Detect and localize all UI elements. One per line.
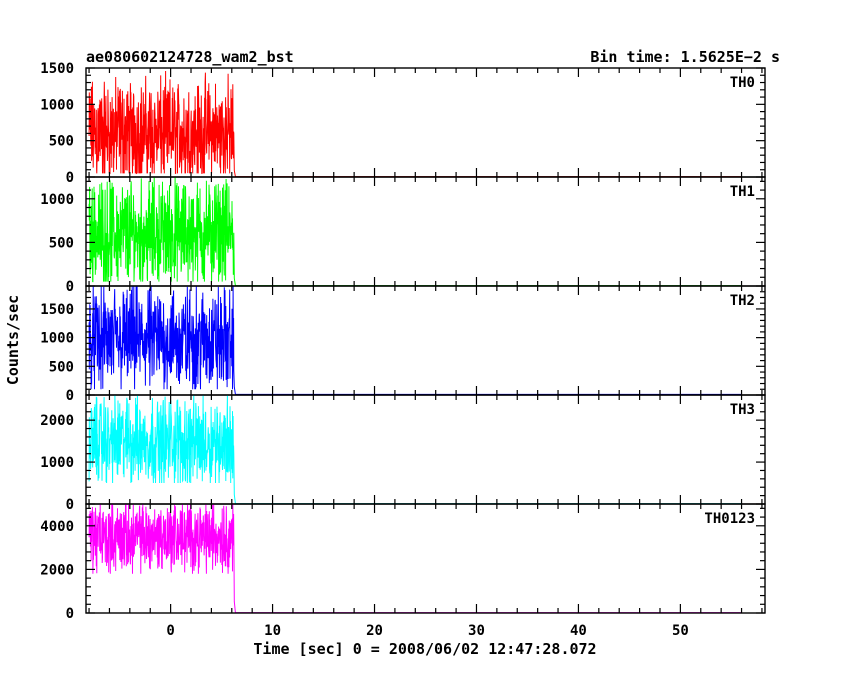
y-tick-label: 1000 xyxy=(40,331,74,347)
x-tick-label: 40 xyxy=(570,623,587,639)
panel-label-th0: TH0 xyxy=(730,75,755,91)
x-axis-label: Time [sec] 0 = 2008/06/02 12:47:28.072 xyxy=(253,640,596,658)
y-tick-label: 0 xyxy=(66,279,74,295)
y-tick-label: 500 xyxy=(49,235,74,251)
y-tick-label: 0 xyxy=(66,388,74,404)
x-tick-label: 10 xyxy=(264,623,281,639)
y-tick-label: 500 xyxy=(49,134,74,150)
y-tick-label: 1000 xyxy=(40,455,74,471)
y-tick-label: 0 xyxy=(66,606,74,622)
y-tick-label: 2000 xyxy=(40,413,74,429)
series-th0123 xyxy=(88,503,742,614)
x-tick-label: 20 xyxy=(366,623,383,639)
panel-label-th2: TH2 xyxy=(730,293,755,309)
y-tick-label: 0 xyxy=(66,497,74,513)
y-tick-label: 0 xyxy=(66,170,74,186)
y-tick-label: 1500 xyxy=(40,302,74,318)
y-tick-label: 500 xyxy=(49,359,74,375)
chart-title-left: ae080602124728_wam2_bst xyxy=(86,48,294,66)
chart-title-right: Bin time: 1.5625E−2 s xyxy=(590,48,780,66)
x-tick-label: 30 xyxy=(468,623,485,639)
y-tick-label: 1000 xyxy=(40,97,74,113)
series-th1 xyxy=(88,176,742,287)
panels: TH0050010001500TH105001000TH205001000150… xyxy=(40,61,766,639)
x-tick-label: 0 xyxy=(166,623,174,639)
panel-label-th0123: TH0123 xyxy=(704,511,755,527)
panel-label-th1: TH1 xyxy=(730,184,755,200)
y-axis-label: Counts/sec xyxy=(4,295,22,385)
y-tick-label: 1000 xyxy=(40,192,74,208)
y-tick-label: 4000 xyxy=(40,519,74,535)
series-th3 xyxy=(88,394,742,505)
y-tick-label: 2000 xyxy=(40,562,74,578)
panel-label-th3: TH3 xyxy=(730,402,755,418)
panel-frame-th0123 xyxy=(85,503,766,614)
series-th0 xyxy=(88,70,742,178)
x-tick-label: 50 xyxy=(672,623,689,639)
y-tick-label: 1500 xyxy=(40,61,74,77)
series-th2 xyxy=(88,285,742,395)
